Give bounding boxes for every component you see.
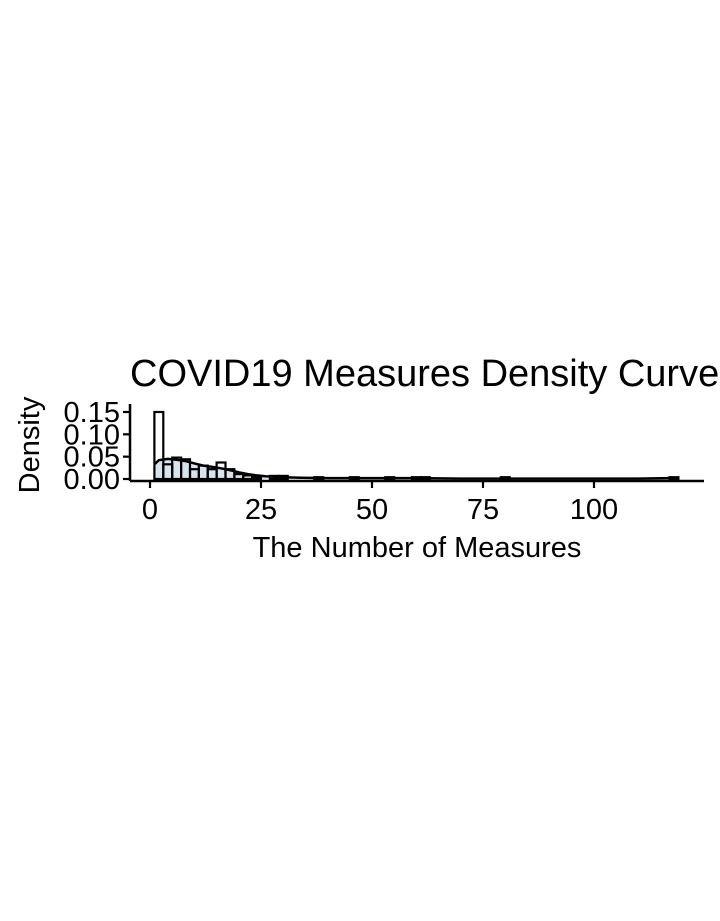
y-tick-label: 0.00 [64, 464, 120, 496]
plot-area [153, 410, 680, 481]
x-tick-label: 75 [467, 494, 499, 526]
histogram-bar [668, 476, 680, 481]
x-axis-label: The Number of Measures [253, 532, 582, 564]
y-tick-label: 0.15 [64, 397, 120, 429]
histogram-bar [251, 476, 263, 481]
histogram-bar [153, 410, 165, 481]
y-axis-label: Density [14, 396, 46, 493]
y-tick-label: 0.10 [64, 419, 120, 451]
density-curve-line [153, 457, 670, 480]
x-tick-label: 25 [245, 494, 277, 526]
x-tick-label: 100 [570, 494, 618, 526]
y-axis-ticks: 0.000.050.100.15 [64, 397, 130, 496]
histogram-bars [153, 410, 680, 481]
x-tick-label: 50 [356, 494, 388, 526]
chart-title: COVID19 Measures Density Curve [130, 353, 719, 395]
x-tick-label: 0 [142, 494, 158, 526]
x-axis-ticks: 0 25 50 75 100 [142, 481, 618, 526]
y-tick-label: 0.05 [64, 442, 120, 474]
density-curve-area [154, 458, 670, 479]
